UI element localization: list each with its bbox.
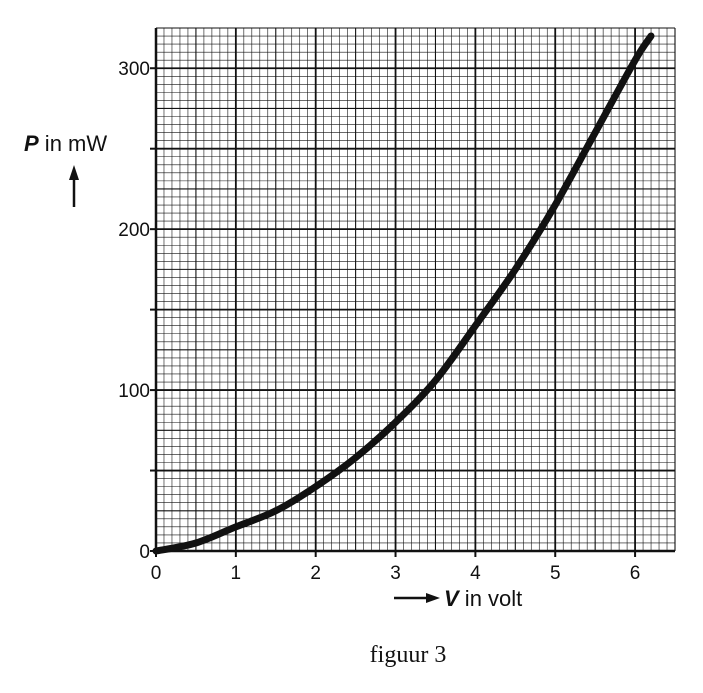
y-axis-symbol: P <box>24 131 39 156</box>
x-tick-label: 2 <box>310 563 321 584</box>
y-tick-label: 200 <box>118 220 150 241</box>
x-axis-text: in volt <box>459 586 523 611</box>
y-tick-label: 100 <box>118 381 150 402</box>
x-tick-label: 1 <box>231 563 242 584</box>
x-tick-label: 6 <box>630 563 641 584</box>
up-arrow-icon <box>69 165 79 207</box>
axes <box>150 28 675 557</box>
x-tick-label: 3 <box>390 563 401 584</box>
x-tick-label: 0 <box>151 563 162 584</box>
y-axis-title: P in mW <box>24 131 107 207</box>
x-axis-symbol: V <box>444 586 461 611</box>
y-tick-label: 300 <box>118 59 150 80</box>
x-axis-title: V in volt <box>394 586 522 611</box>
right-arrow-icon <box>394 593 440 603</box>
tick-labels: 0 1 2 3 4 5 6 0 100 200 300 <box>118 59 640 584</box>
y-axis-text: in mW <box>39 131 108 156</box>
figure-caption: figuur 3 <box>370 642 447 668</box>
graph-paper-grid <box>155 27 676 552</box>
y-tick-label: 0 <box>139 542 150 563</box>
svg-text:V in volt: V in volt <box>444 586 522 611</box>
x-tick-label: 4 <box>470 563 481 584</box>
power-voltage-curve <box>152 32 655 555</box>
x-tick-label: 5 <box>550 563 561 584</box>
svg-text:P in mW: P in mW <box>24 131 107 156</box>
